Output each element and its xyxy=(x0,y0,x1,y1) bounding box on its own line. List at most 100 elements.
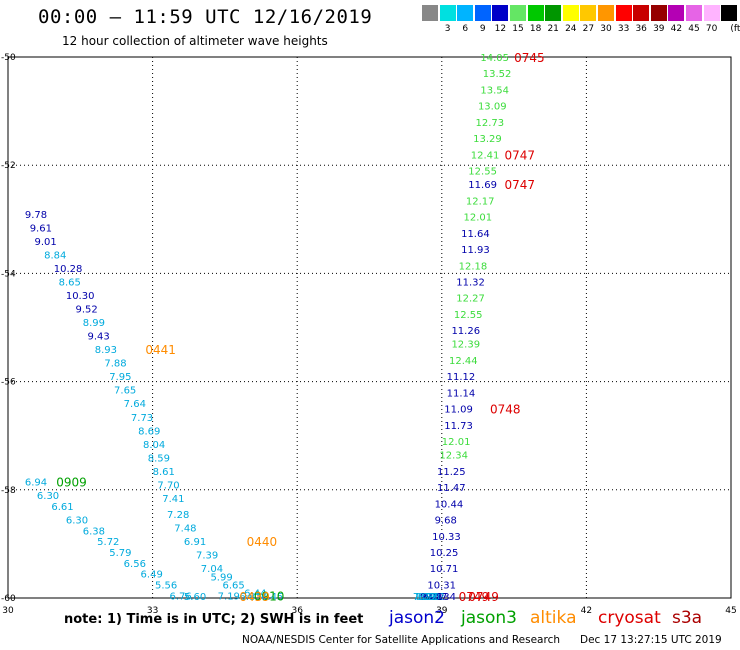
wave-height-label: 12.01 xyxy=(463,213,492,224)
wave-height-label: 6.44 xyxy=(244,589,266,600)
wave-height-label: 7.95 xyxy=(109,372,131,383)
wave-height-label: 7.65 xyxy=(114,386,136,397)
wave-height-label: 7.70 xyxy=(157,480,179,491)
pass-time-label: 0745 xyxy=(514,51,545,65)
lat-tick-label: -56 xyxy=(1,378,16,388)
wave-height-label: 6.76 xyxy=(169,591,191,602)
wave-height-label: 9.97 xyxy=(425,592,447,603)
map-title: 00:00 – 11:59 UTC 12/16/2019 xyxy=(38,6,373,28)
pass-time-label: 0747 xyxy=(504,178,535,192)
wave-height-label: 5.60 xyxy=(184,592,206,603)
pass-time-label: 0749 xyxy=(468,590,499,604)
wave-height-label: 12.17 xyxy=(466,196,495,207)
wave-height-label: 5.79 xyxy=(109,548,131,559)
lon-tick-label: 45 xyxy=(725,606,736,616)
pass-time-label: 0441 xyxy=(145,343,176,357)
wave-height-label: 7.41 xyxy=(162,494,184,505)
wave-height-label: 13.54 xyxy=(480,85,509,96)
pass-time-label: 0439 xyxy=(239,590,270,604)
legend-label: 42 xyxy=(670,24,683,34)
legend-swatch xyxy=(615,5,632,21)
lat-tick-label: -54 xyxy=(1,269,16,279)
wave-height-label: 11.26 xyxy=(451,326,480,337)
footnote: note: 1) Time is in UTC; 2) SWH is in fe… xyxy=(64,612,364,627)
wave-height-label: 11.93 xyxy=(461,245,490,256)
legend-label: 30 xyxy=(600,24,612,34)
wave-height-label: 10.25 xyxy=(430,548,459,559)
legend-label: 36 xyxy=(635,24,647,34)
wave-height-label: 12.73 xyxy=(476,118,505,129)
wave-height-label: 12.44 xyxy=(449,356,478,367)
legend-swatch xyxy=(580,5,597,21)
wave-height-label: 11.47 xyxy=(437,483,466,494)
wave-height-label: 12.39 xyxy=(451,340,480,351)
wave-height-label: 6.45 xyxy=(261,592,283,603)
legend-swatch xyxy=(474,5,491,21)
wave-height-label: 6.83 xyxy=(239,592,261,603)
legend-swatch xyxy=(510,5,526,21)
pass-time-label: 0747 xyxy=(504,148,535,162)
wave-height-label: 11.14 xyxy=(447,388,476,399)
satellite-legend-item: s3a xyxy=(672,608,703,628)
legend-swatch xyxy=(492,5,509,21)
legend-label: 12 xyxy=(494,24,507,34)
wave-height-label: 5.99 xyxy=(210,572,232,583)
legend-label: 18 xyxy=(529,24,542,34)
wave-height-label: 8.65 xyxy=(59,278,81,289)
legend-label: 45 xyxy=(688,24,700,34)
wave-height-label: 9.78 xyxy=(25,210,47,221)
lat-tick-label: -50 xyxy=(1,53,16,63)
legend-label: 15 xyxy=(512,24,524,34)
wave-height-label: 12.41 xyxy=(471,150,500,161)
wave-height-label: 12.55 xyxy=(468,167,497,178)
wave-height-label: 10.33 xyxy=(432,532,461,543)
legend-label: 9 xyxy=(479,24,486,34)
wave-height-label: 8.61 xyxy=(153,467,175,478)
legend-unit: (ft) xyxy=(730,24,740,34)
wave-height-label: 9.08 xyxy=(420,592,442,603)
lon-tick-label: 30 xyxy=(2,606,14,616)
wave-height-label: 12.01 xyxy=(442,437,471,448)
lat-tick-label: -58 xyxy=(1,486,16,496)
legend-label: 39 xyxy=(653,24,665,34)
wave-height-label: 12.18 xyxy=(459,261,488,272)
satellite-legend-item: jason3 xyxy=(461,608,517,628)
wave-height-label: 9.52 xyxy=(75,305,97,316)
wave-height-label: 7.19 xyxy=(218,591,240,602)
legend-swatch xyxy=(422,5,438,21)
wave-height-label: 6.91 xyxy=(184,537,206,548)
wave-height-label: 8.20 xyxy=(418,592,440,603)
lon-tick-label: 42 xyxy=(581,606,592,616)
wave-height-label: 13.52 xyxy=(483,69,512,80)
wave-height-label: 10.44 xyxy=(435,499,464,510)
wave-height-label: 8.22 xyxy=(415,592,437,603)
wave-height-label: 10.34 xyxy=(427,592,456,603)
legend-swatch xyxy=(527,5,544,21)
wave-height-label: 9.17 xyxy=(423,592,445,603)
wave-height-label: 10.71 xyxy=(430,564,459,575)
legend-swatch xyxy=(633,5,650,21)
wave-height-label: 9.61 xyxy=(30,223,52,234)
legend-swatch xyxy=(457,5,474,21)
wave-height-label: 12.55 xyxy=(454,310,483,321)
wave-height-label: 7.73 xyxy=(131,413,153,424)
wave-height-label: 10.30 xyxy=(66,291,95,302)
lat-tick-label: -52 xyxy=(1,161,16,171)
wave-height-label: 6.30 xyxy=(37,491,59,502)
wave-height-label: 5.56 xyxy=(155,580,177,591)
generated-timestamp: Dec 17 13:27:15 UTC 2019 xyxy=(580,634,722,646)
wave-height-label: 11.73 xyxy=(444,421,473,432)
legend-label: 70 xyxy=(705,24,718,34)
wave-height-label: 9.68 xyxy=(435,516,457,527)
legend-swatch xyxy=(686,5,702,21)
wave-height-label: 11.32 xyxy=(456,278,485,289)
wave-height-label: 6.49 xyxy=(141,570,163,581)
satellite-legend-item: altika xyxy=(530,608,577,628)
wave-height-label: 11.69 xyxy=(468,180,497,191)
map-frame xyxy=(7,56,732,599)
pass-time-label: 0440 xyxy=(247,535,278,549)
wave-height-label: 12.34 xyxy=(439,451,468,462)
pass-time-label: 0749 xyxy=(459,590,490,604)
pass-time-label: 0748 xyxy=(490,403,521,417)
